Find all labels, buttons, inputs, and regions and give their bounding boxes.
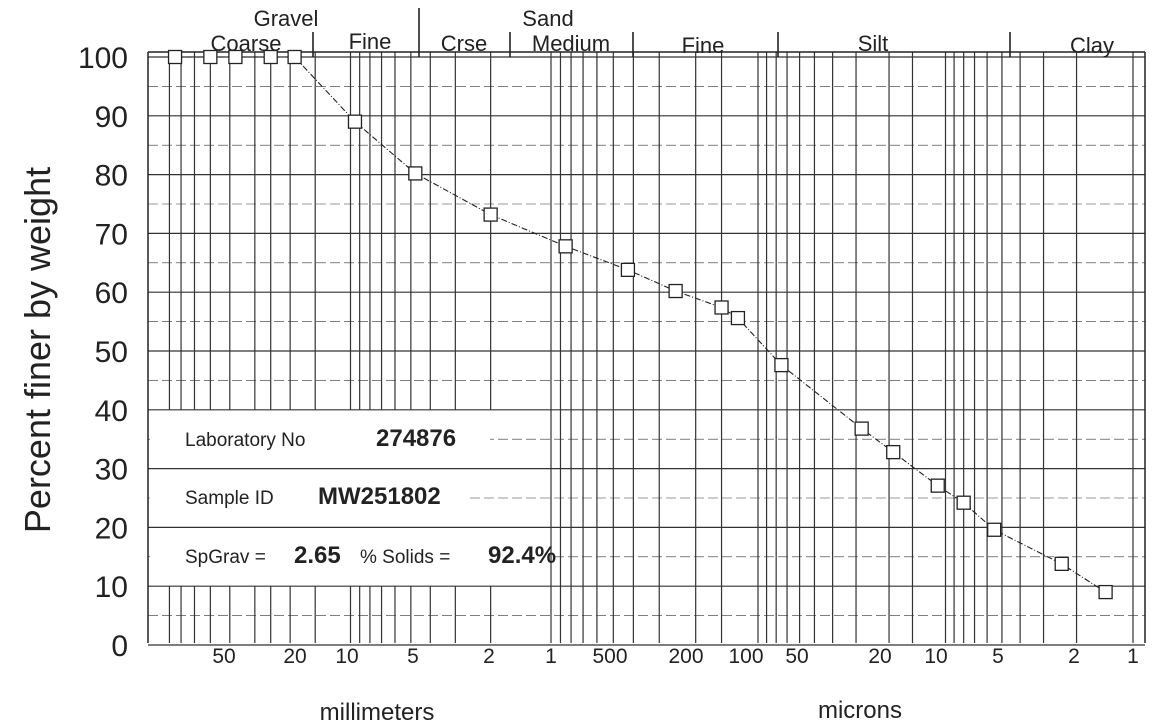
y-tick-label: 80 [95,160,128,193]
x-axis-title-millimeters: millimeters [320,699,435,726]
x-tick-label-microns: 200 [668,645,703,668]
data-point [1054,556,1069,572]
band-label-sand: Sand [522,6,573,31]
data-point [483,207,498,222]
data-point [854,421,869,436]
x-tick-label-mm: 50 [212,645,235,668]
y-tick-label: 30 [95,454,128,487]
band-label-sand-medium: Medium [532,31,610,56]
data-point [1098,584,1113,600]
solids-value: 92.4% [488,542,556,569]
x-tick-label-mm: 2 [483,645,495,668]
data-point [228,49,243,65]
data-point [620,262,636,278]
x-tick-label-mm: 10 [335,645,358,668]
sample-id-value: MW251802 [318,483,441,510]
data-point [930,478,945,493]
data-point [167,49,183,65]
band-label-gravel-fine: Fine [349,29,392,54]
x-tick-label-microns: 100 [728,645,763,668]
x-tick-label-microns: 50 [785,645,808,668]
x-tick-label-microns: 500 [592,645,627,668]
data-point [203,49,218,65]
band-label-clay: Clay [1070,33,1114,58]
x-tick-label-microns: 5 [992,645,1004,668]
x-axis-title-microns: microns [818,697,902,724]
info-bg [150,534,550,576]
band-label-sand-coarse: Crse [441,31,487,56]
y-tick-label: 10 [95,571,128,604]
x-tick-label-microns: 20 [868,645,891,668]
sample-info: Laboratory No 274876 Sample ID MW251802 SpGr… [150,418,556,576]
spgrav-label: SpGrav = [185,547,266,568]
data-point [347,114,363,129]
sample-id-label: Sample ID [185,488,274,509]
y-tick-label: 90 [95,101,128,134]
y-tick-label: 50 [95,336,128,369]
info-bg [150,476,470,518]
data-point [730,310,746,326]
y-axis-title: Percent finer by weight [17,167,58,533]
x-tick-label-mm: 20 [283,645,306,668]
x-tick-label-mm: 1 [545,645,557,668]
data-point [408,166,423,181]
axes-layer: 0 10 20 30 40 50 60 70 80 90 100 Percent finer by w… [17,42,1139,726]
y-tick-label: 0 [111,630,128,663]
y-tick-label: 40 [95,395,128,428]
grid-layer [147,51,1146,646]
y-tick-label: 20 [95,512,128,545]
solids-label: % Solids = [360,547,450,568]
y-tick-label: 60 [95,277,128,310]
x-tick-label-microns: 1 [1127,645,1139,668]
x-tick-label-microns: 10 [924,645,947,668]
data-point [287,49,302,65]
y-tick-label: 70 [95,218,128,251]
band-label-gravel: Gravel [254,6,319,31]
data-point [558,239,573,254]
data-series [167,49,1113,600]
data-point [987,522,1002,537]
data-point [668,283,683,299]
y-tick-label: 100 [78,42,128,75]
data-point [886,444,901,460]
lab-number-value: 274876 [376,425,456,452]
spgrav-value: 2.65 [294,542,341,569]
info-bg [150,418,490,460]
band-label-sand-fine: Fine [682,33,725,58]
data-point [956,495,971,510]
x-tick-label-mm: 5 [407,645,419,668]
x-tick-label-microns: 2 [1068,645,1080,668]
data-point [263,49,278,65]
band-label-silt: Silt [858,31,889,56]
data-point [714,300,729,315]
data-point [774,357,789,373]
lab-number-label: Laboratory No [185,430,305,451]
